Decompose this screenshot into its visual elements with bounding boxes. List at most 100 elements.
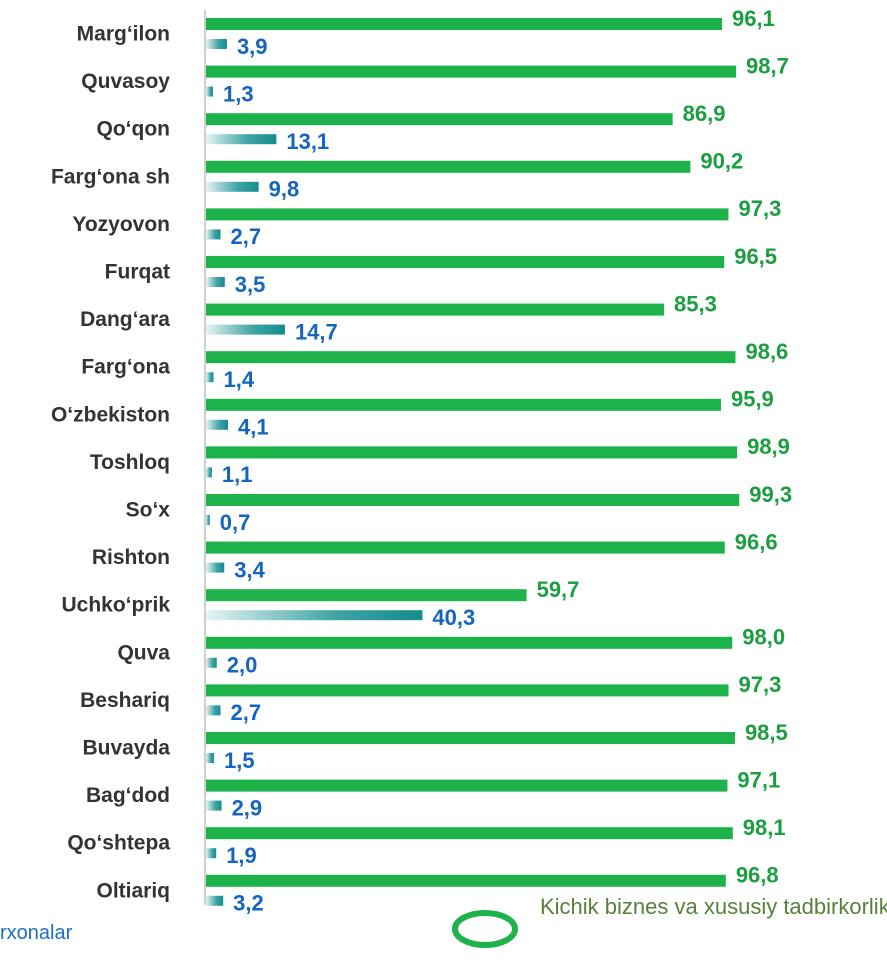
bar xyxy=(206,467,212,478)
bar xyxy=(206,541,725,554)
value-label: 96,1 xyxy=(732,6,775,31)
bar xyxy=(206,800,222,811)
bar xyxy=(206,684,729,697)
value-label: 14,7 xyxy=(295,319,338,344)
legend-label: rxonalar xyxy=(0,922,73,944)
value-label: 0,7 xyxy=(220,510,251,535)
value-label: 9,8 xyxy=(269,177,300,202)
value-label: 96,6 xyxy=(735,529,778,554)
value-label: 95,9 xyxy=(731,387,774,412)
bar xyxy=(206,372,214,383)
bar xyxy=(206,895,224,906)
bar xyxy=(206,562,225,573)
category-label: Yozyovon xyxy=(72,213,170,236)
bar xyxy=(206,160,691,173)
category-label: Furqat xyxy=(105,261,170,284)
value-label: 98,7 xyxy=(746,53,789,78)
bar xyxy=(206,874,726,887)
value-label: 1,4 xyxy=(224,367,255,392)
category-label: Qo‘shtepa xyxy=(67,832,170,855)
category-label: Buvayda xyxy=(82,737,170,760)
bar xyxy=(206,324,285,335)
bar xyxy=(206,589,527,602)
bar xyxy=(206,398,721,411)
legend-icon xyxy=(452,910,518,948)
bar xyxy=(206,229,221,240)
category-label: So‘x xyxy=(126,499,171,522)
value-label: 13,1 xyxy=(286,129,329,154)
category-label: Uchko‘prik xyxy=(61,594,170,617)
bar xyxy=(206,134,277,145)
bar xyxy=(206,86,213,97)
bar xyxy=(206,18,723,30)
bar xyxy=(206,256,725,268)
bar xyxy=(206,779,728,792)
bar xyxy=(206,732,735,744)
bar xyxy=(206,827,733,840)
bar xyxy=(206,277,225,287)
category-label: Rishton xyxy=(92,546,170,569)
value-label: 98,0 xyxy=(742,625,785,650)
value-label: 85,3 xyxy=(674,291,717,316)
value-label: 97,3 xyxy=(739,196,782,221)
value-label: 40,3 xyxy=(432,605,475,630)
category-label: Farg‘ona sh xyxy=(51,165,170,188)
value-label: 3,4 xyxy=(234,557,265,582)
category-label: Quvasoy xyxy=(81,70,170,93)
bar xyxy=(206,113,673,126)
bar xyxy=(206,65,737,78)
bar xyxy=(206,494,740,506)
category-label: Dang‘ara xyxy=(80,308,170,331)
bar xyxy=(206,636,733,649)
category-label: Marg‘ilon xyxy=(77,23,170,46)
category-label: Toshloq xyxy=(90,451,170,474)
value-label: 2,7 xyxy=(230,224,261,249)
value-label: 3,2 xyxy=(233,891,264,916)
bar xyxy=(206,610,423,621)
value-label: 98,5 xyxy=(745,720,788,745)
value-label: 2,7 xyxy=(230,700,261,725)
category-label: Oltiariq xyxy=(96,879,170,902)
value-label: 98,6 xyxy=(745,339,788,364)
value-label: 96,5 xyxy=(734,244,777,269)
category-label: Beshariq xyxy=(80,689,170,712)
value-label: 99,3 xyxy=(749,482,792,507)
value-label: 97,3 xyxy=(739,672,782,697)
value-label: 1,3 xyxy=(223,81,254,106)
bar xyxy=(206,208,729,221)
value-label: 2,9 xyxy=(232,795,263,820)
bar xyxy=(206,419,229,430)
value-label: 97,1 xyxy=(737,767,780,792)
bar xyxy=(206,705,221,716)
category-label: Bag‘dod xyxy=(86,784,170,807)
category-label: Qo‘qon xyxy=(97,118,170,141)
value-label: 1,5 xyxy=(224,748,255,773)
bar xyxy=(206,181,259,192)
value-label: 59,7 xyxy=(537,577,580,602)
category-label: Quva xyxy=(117,641,170,664)
category-label: O‘zbekiston xyxy=(51,403,170,426)
value-label: 3,5 xyxy=(235,272,266,297)
value-label: 96,8 xyxy=(736,863,779,888)
bar xyxy=(206,39,227,49)
bar xyxy=(206,848,217,859)
bar xyxy=(206,657,217,668)
category-label: Farg‘ona xyxy=(81,356,170,379)
bar xyxy=(206,515,210,525)
value-label: 4,1 xyxy=(238,415,269,440)
bar xyxy=(206,351,736,364)
value-label: 2,0 xyxy=(227,653,258,678)
value-label: 90,2 xyxy=(700,149,743,174)
value-label: 98,9 xyxy=(747,434,790,459)
value-label: 98,1 xyxy=(743,815,786,840)
value-label: 86,9 xyxy=(683,101,726,126)
bar xyxy=(206,446,738,459)
value-label: 1,1 xyxy=(222,462,253,487)
bar xyxy=(206,303,665,316)
legend-label: Kichik biznes va xususiy tadbirkorlik xyxy=(540,894,887,919)
value-label: 3,9 xyxy=(237,34,268,59)
value-label: 1,9 xyxy=(226,843,257,868)
bar xyxy=(206,753,215,763)
